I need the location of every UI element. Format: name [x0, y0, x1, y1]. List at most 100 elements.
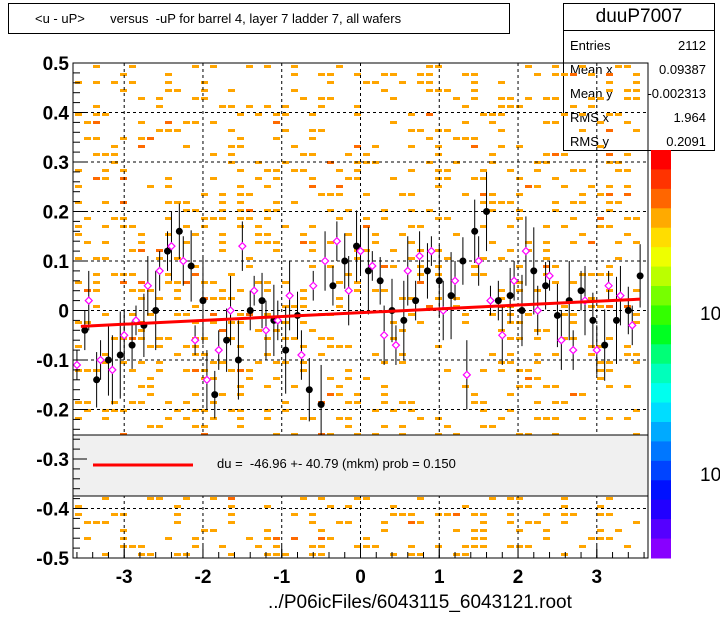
histogram-cell — [489, 241, 496, 244]
stats-row-entries: Entries 2112 — [564, 34, 714, 58]
histogram-cell — [516, 217, 523, 220]
histogram-cell — [633, 241, 640, 244]
histogram-cell — [480, 193, 487, 196]
profile-open-point — [308, 281, 318, 291]
profile-open-point — [616, 291, 625, 300]
histogram-cell — [363, 161, 370, 164]
histogram-cell — [228, 129, 235, 132]
y-tick-label: 0.4 — [43, 104, 70, 125]
histogram-cell — [588, 345, 595, 348]
histogram-cell — [498, 113, 505, 116]
palette-swatch — [651, 227, 671, 248]
histogram-cell — [498, 361, 505, 364]
histogram-cell — [246, 265, 253, 268]
profile-point — [612, 316, 620, 324]
histogram-cell — [93, 153, 100, 156]
histogram-cell — [219, 201, 226, 204]
histogram-cell — [336, 345, 343, 348]
histogram-cell — [84, 537, 91, 540]
histogram-cell — [480, 537, 487, 540]
histogram-cell — [561, 521, 568, 524]
histogram-cell — [543, 161, 550, 164]
histogram-cell — [426, 137, 433, 140]
histogram-cell — [264, 313, 271, 316]
histogram-cell — [255, 361, 262, 364]
histogram-cell — [237, 137, 244, 140]
histogram-cell — [606, 513, 613, 516]
profile-point — [459, 257, 467, 265]
palette-swatch — [651, 344, 671, 365]
histogram-cell — [147, 313, 154, 316]
histogram-cell — [525, 377, 532, 380]
histogram-cell — [417, 81, 424, 84]
histogram-cell — [102, 313, 109, 316]
histogram-cell — [498, 369, 505, 372]
histogram-cell — [408, 521, 415, 524]
histogram-cell — [462, 321, 469, 324]
histogram-cell — [336, 185, 343, 188]
histogram-cell — [624, 169, 631, 172]
histogram-cell — [228, 321, 235, 324]
histogram-cell — [129, 289, 136, 292]
histogram-cell — [111, 161, 118, 164]
histogram-cell — [84, 217, 91, 220]
histogram-cell — [210, 281, 217, 284]
histogram-cell — [282, 113, 289, 116]
histogram-cell — [201, 425, 208, 428]
histogram-cell — [561, 337, 568, 340]
palette-swatch — [651, 150, 671, 170]
histogram-cell — [327, 193, 334, 196]
histogram-cell — [615, 257, 622, 260]
histogram-cell — [597, 97, 604, 100]
histogram-cell — [174, 257, 181, 260]
histogram-cell — [192, 321, 199, 324]
histogram-cell — [444, 169, 451, 172]
histogram-cell — [75, 233, 82, 236]
histogram-cell — [381, 393, 388, 396]
palette-swatch — [651, 324, 671, 345]
histogram-cell — [300, 169, 307, 172]
histogram-cell — [174, 513, 181, 516]
histogram-cell — [624, 345, 631, 348]
histogram-cell — [426, 65, 433, 68]
histogram-cell — [363, 249, 370, 252]
profile-point — [246, 307, 254, 314]
histogram-cell — [588, 537, 595, 540]
histogram-cell — [597, 505, 604, 508]
histogram-cell — [183, 241, 190, 244]
histogram-cell — [138, 401, 145, 404]
histogram-cell — [102, 201, 109, 204]
histogram-cell — [525, 313, 532, 316]
y-tick-label: -0.5 — [36, 549, 69, 570]
histogram-cell — [120, 273, 127, 276]
profile-point — [329, 282, 337, 290]
y-tick-label: 0.1 — [43, 252, 70, 273]
profile-open-point — [84, 296, 94, 305]
histogram-cell — [327, 537, 334, 540]
histogram-cell — [273, 241, 280, 244]
profile-point — [211, 391, 219, 399]
histogram-cell — [102, 521, 109, 524]
histogram-cell — [462, 73, 469, 76]
histogram-cell — [579, 417, 586, 420]
histogram-cell — [345, 417, 352, 420]
histogram-cell — [201, 89, 208, 92]
histogram-cell — [462, 313, 469, 316]
profile-open-point — [474, 256, 483, 266]
profile-point — [601, 341, 609, 349]
histogram-cell — [201, 217, 208, 220]
histogram-cell — [138, 337, 145, 340]
histogram-cell — [507, 249, 514, 252]
profile-open-point — [379, 330, 389, 340]
histogram-cell — [237, 193, 244, 196]
histogram-cell — [291, 73, 298, 76]
profile-open-point — [155, 266, 164, 276]
histogram-cell — [93, 81, 100, 84]
histogram-cell — [300, 305, 307, 308]
histogram-cell — [606, 225, 613, 228]
histogram-cell — [237, 417, 244, 420]
histogram-cell — [219, 289, 226, 292]
profile-point — [636, 272, 644, 280]
histogram-cell — [93, 177, 100, 180]
histogram-cell — [624, 417, 631, 420]
